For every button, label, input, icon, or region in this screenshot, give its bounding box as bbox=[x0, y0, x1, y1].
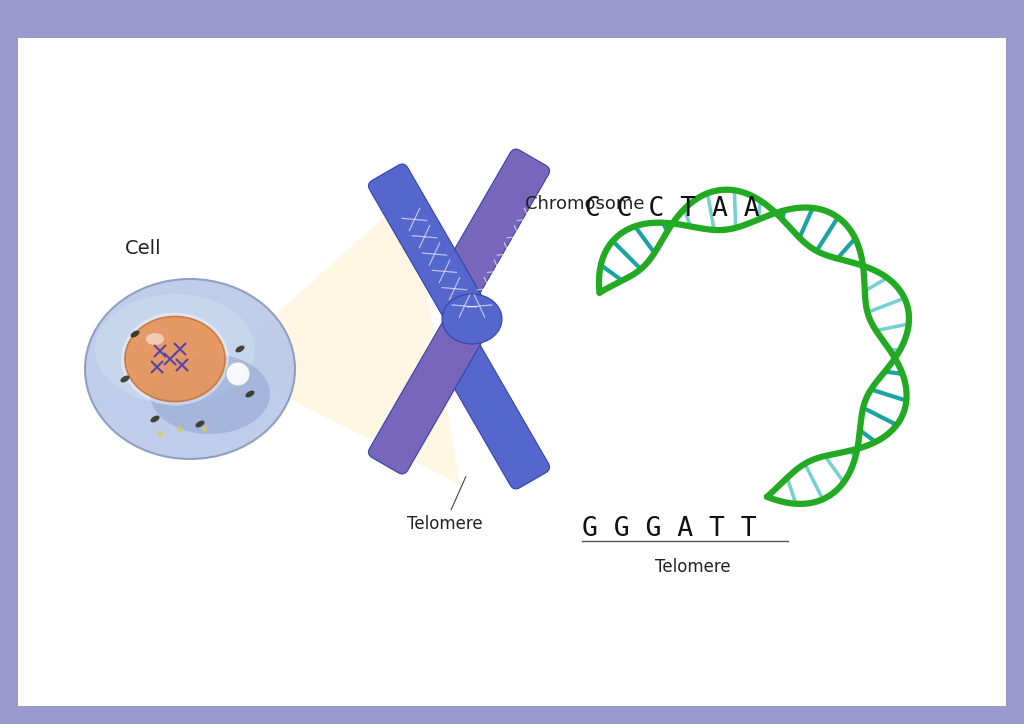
FancyBboxPatch shape bbox=[369, 310, 486, 474]
Ellipse shape bbox=[130, 331, 139, 337]
Text: C C C T A A: C C C T A A bbox=[585, 196, 760, 222]
Circle shape bbox=[158, 432, 163, 437]
Polygon shape bbox=[220, 194, 460, 484]
FancyBboxPatch shape bbox=[431, 325, 550, 489]
FancyBboxPatch shape bbox=[369, 164, 486, 328]
Ellipse shape bbox=[236, 345, 245, 353]
Text: Telomere: Telomere bbox=[655, 558, 731, 576]
Circle shape bbox=[226, 362, 250, 386]
Ellipse shape bbox=[196, 421, 205, 427]
Circle shape bbox=[177, 426, 183, 432]
FancyBboxPatch shape bbox=[431, 149, 550, 313]
Ellipse shape bbox=[85, 279, 295, 459]
Ellipse shape bbox=[442, 294, 502, 344]
Ellipse shape bbox=[246, 390, 255, 397]
Text: Chromosome: Chromosome bbox=[525, 195, 644, 213]
Ellipse shape bbox=[151, 416, 160, 422]
Text: Telomere: Telomere bbox=[407, 476, 482, 533]
Circle shape bbox=[202, 426, 208, 432]
Text: Cell: Cell bbox=[125, 239, 162, 258]
Ellipse shape bbox=[146, 333, 164, 345]
Ellipse shape bbox=[95, 294, 255, 404]
Text: ScienceDRUM: ScienceDRUM bbox=[797, 678, 990, 702]
Ellipse shape bbox=[121, 376, 130, 382]
FancyBboxPatch shape bbox=[18, 38, 1006, 706]
Ellipse shape bbox=[150, 354, 270, 434]
Ellipse shape bbox=[125, 316, 225, 402]
Text: G G G A T T: G G G A T T bbox=[582, 516, 757, 542]
